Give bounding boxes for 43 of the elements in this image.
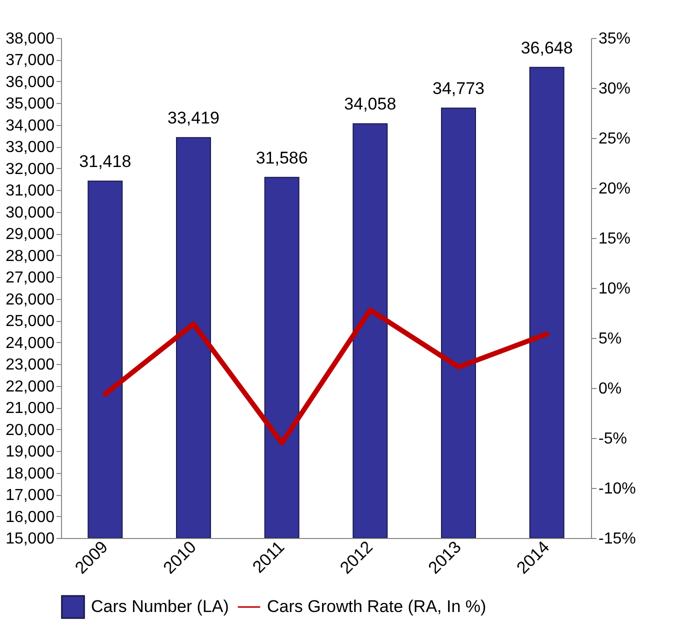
y-tick-label: 19,000 bbox=[6, 444, 55, 461]
y-tick-label: 25,000 bbox=[6, 313, 55, 330]
y-tick-label: 21,000 bbox=[6, 400, 55, 418]
y-tick-label: 36,000 bbox=[6, 74, 55, 91]
text: 31,586 bbox=[256, 148, 308, 168]
y-tick-label: 32,000 bbox=[6, 160, 55, 178]
y-tick-label: 15,000 bbox=[6, 530, 55, 548]
y2-tick-label: 20% bbox=[598, 180, 631, 198]
y-tick-label: 23,000 bbox=[6, 356, 55, 374]
y-tick-label: 35,000 bbox=[6, 96, 55, 113]
y2-tick-label: 15% bbox=[598, 230, 631, 248]
y-tick-label: 27,000 bbox=[6, 270, 55, 287]
y-tick-label: 20,000 bbox=[6, 422, 55, 439]
y2-tick-label: 35% bbox=[598, 30, 631, 48]
y2-tick-label: 30% bbox=[598, 80, 631, 98]
y-tick-label: 38,000 bbox=[6, 30, 55, 48]
legend-label: Cars Number (LA) bbox=[91, 597, 229, 616]
y-tick-label: 18,000 bbox=[6, 465, 55, 482]
y-tick-label: 16,000 bbox=[6, 508, 55, 526]
y-tick-label: 33,000 bbox=[6, 139, 55, 156]
y2-tick-label: 10% bbox=[598, 280, 631, 298]
text: 34,058 bbox=[344, 94, 396, 114]
legend-label: Cars Growth Rate (RA, In %) bbox=[267, 597, 486, 616]
y-tick-label: 17,000 bbox=[6, 487, 55, 504]
y-tick-label: 24,000 bbox=[6, 334, 55, 352]
y-tick-label: 26,000 bbox=[6, 291, 55, 308]
y-tick-label: 30,000 bbox=[6, 204, 55, 222]
y-tick-label: 37,000 bbox=[6, 52, 55, 70]
y-tick-label: 31,000 bbox=[6, 182, 55, 200]
y2-tick-label: -10% bbox=[598, 480, 636, 498]
text: 36,648 bbox=[520, 38, 573, 58]
y-tick-label: 34,000 bbox=[6, 117, 55, 134]
y2-tick-label: 25% bbox=[598, 130, 631, 148]
text: 34,773 bbox=[432, 79, 484, 98]
y2-tick-label: -5% bbox=[598, 430, 627, 448]
y2-tick-label: 0% bbox=[598, 380, 622, 398]
y2-tick-label: -15% bbox=[598, 530, 636, 548]
y-tick-label: 28,000 bbox=[6, 248, 55, 265]
text: 33,419 bbox=[168, 108, 220, 128]
y-tick-label: 22,000 bbox=[6, 378, 55, 396]
text: 31,418 bbox=[79, 152, 132, 172]
y-tick-label: 29,000 bbox=[6, 226, 55, 244]
y2-tick-label: 5% bbox=[598, 330, 622, 348]
